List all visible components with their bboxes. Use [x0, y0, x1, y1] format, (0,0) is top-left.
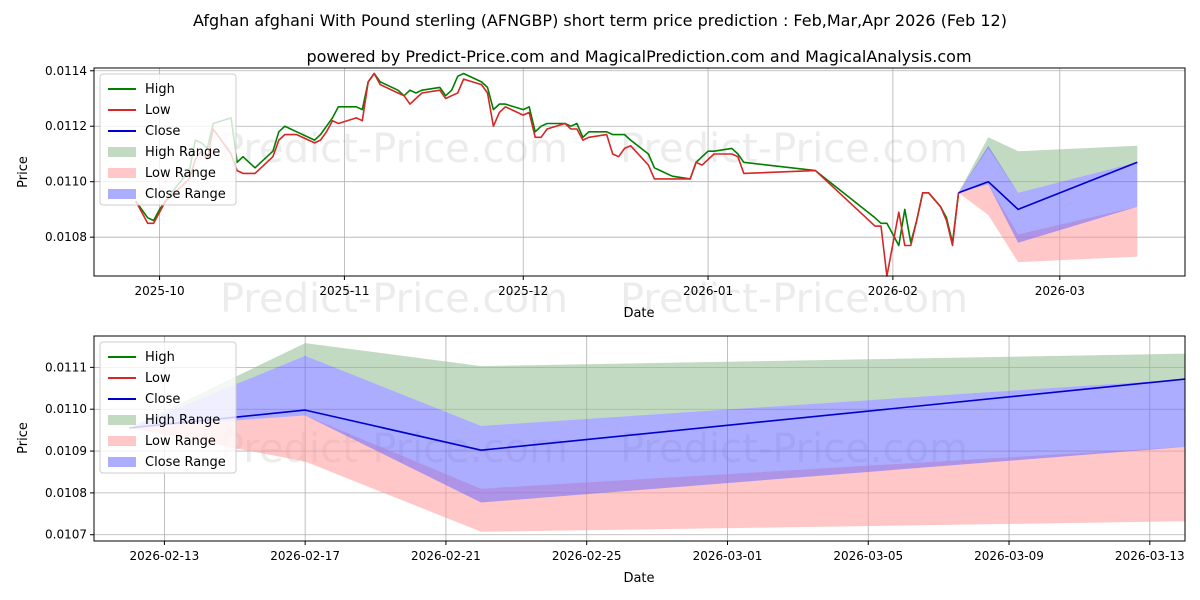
x-tick-label: 2025-12 [498, 284, 548, 298]
y-tick-label: 0.0114 [45, 64, 87, 78]
low-line [134, 72, 960, 277]
legend-high-range-swatch [108, 147, 136, 157]
legend-close-range-label: Close Range [145, 455, 226, 470]
top-watermarks: Predict-Price.com Predict-Price.com Pred… [220, 126, 968, 322]
chart-title: Afghan afghani With Pound sterling (AFNG… [193, 11, 1007, 30]
watermark-3: Predict-Price.com [220, 276, 568, 322]
legend-close-label: Close [145, 392, 180, 407]
y-tick-label: 0.0111 [45, 360, 87, 374]
x-tick-label: 2025-10 [135, 284, 185, 298]
bottom-ticks: 2026-02-13 2026-02-17 2026-02-21 2026-02-25… [45, 360, 1185, 563]
x-tick-label: 2026-02-21 [411, 549, 481, 563]
x-tick-label: 2026-02 [868, 284, 918, 298]
x-tick-label: 2026-01 [683, 284, 733, 298]
legend-high-range-label: High Range [145, 145, 220, 160]
legend-close-range-swatch [108, 189, 136, 199]
y-tick-label: 0.0110 [45, 175, 87, 189]
y-tick-label: 0.0108 [45, 230, 87, 244]
close-range-band [958, 145, 1138, 243]
bottom-xlabel: Date [623, 571, 654, 586]
x-tick-label: 2026-03-13 [1115, 549, 1185, 563]
watermark-1: Predict-Price.com [220, 126, 568, 172]
y-tick-label: 0.0109 [45, 444, 87, 458]
top-axes-frame [93, 67, 1186, 277]
bottom-series [129, 343, 1186, 532]
top-xlabel: Date [623, 306, 654, 321]
x-tick-label: 2025-11 [319, 284, 369, 298]
legend-close-range-swatch [108, 457, 136, 467]
legend-high-range-swatch [108, 415, 136, 425]
watermark-4: Predict-Price.com [620, 276, 968, 322]
close-range-band [129, 355, 1186, 503]
legend-close-label: Close [145, 124, 180, 139]
top-panel: Predict-Price.com Predict-Price.com Pred… [16, 64, 1186, 322]
legend-high-range-label: High Range [145, 413, 220, 428]
low-range-band [129, 415, 1186, 532]
legend-low-label: Low [145, 371, 171, 386]
y-tick-label: 0.0107 [45, 528, 87, 542]
x-tick-label: 2026-03-05 [833, 549, 903, 563]
x-tick-label: 2026-03-01 [693, 549, 763, 563]
watermark-2: Predict-Price.com [620, 126, 968, 172]
legend-low-range-label: Low Range [145, 434, 216, 449]
bottom-axes-frame [93, 335, 1186, 542]
x-tick-label: 2026-03 [1035, 284, 1085, 298]
top-ylabel: Price [16, 156, 31, 188]
legend-high-label: High [145, 82, 175, 97]
legend-high-label: High [145, 350, 175, 365]
legend-low-label: Low [145, 103, 171, 118]
y-tick-label: 0.0112 [45, 119, 87, 133]
high-line [135, 72, 960, 247]
high-range-band [958, 137, 1138, 193]
bottom-legend: High Low Close High Range Low Range Close Ran… [99, 341, 237, 474]
top-series [134, 72, 1138, 277]
y-tick-label: 0.0110 [45, 402, 87, 416]
chart-subtitle: powered by Predict-Price.com and Magical… [306, 47, 971, 66]
y-tick-label: 0.0108 [45, 486, 87, 500]
legend-low-range-swatch [108, 168, 136, 178]
x-tick-label: 2026-02-17 [270, 549, 340, 563]
x-tick-label: 2026-03-09 [974, 549, 1044, 563]
legend-low-range-label: Low Range [145, 166, 216, 181]
bottom-panel: Predict-Price.com Predict-Price.com 2026… [16, 335, 1186, 586]
x-tick-label: 2026-02-13 [130, 549, 200, 563]
legend-close-range-label: Close Range [145, 187, 226, 202]
high-range-band [129, 343, 1186, 428]
close-forecast-line [958, 161, 1138, 211]
top-ticks: 2025-10 2025-11 2025-12 2026-01 2026-02 2026-… [45, 64, 1085, 298]
top-legend: High Low Close High Range Low Range Close Ran… [99, 73, 237, 206]
x-tick-label: 2026-02-25 [552, 549, 622, 563]
legend-low-range-swatch [108, 436, 136, 446]
low-range-band [958, 184, 1138, 263]
bottom-ylabel: Price [16, 422, 31, 454]
